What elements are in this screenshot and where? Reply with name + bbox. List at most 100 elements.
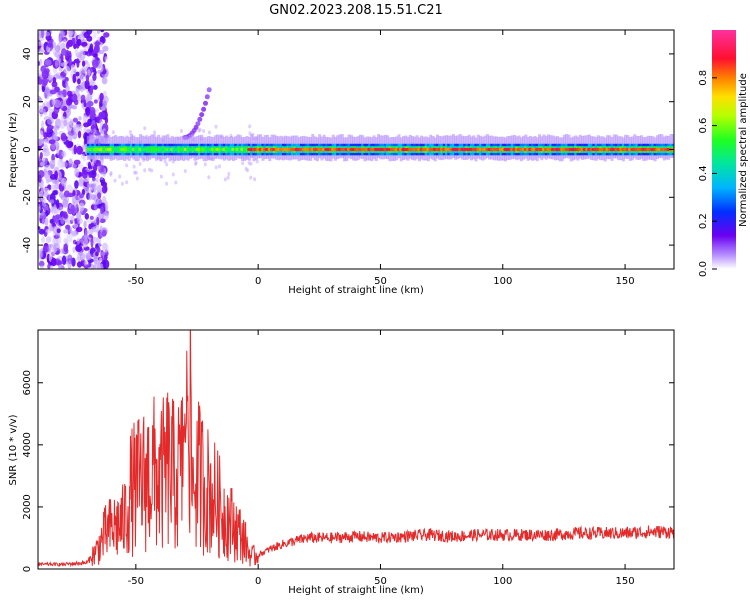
spectrogram-cell — [84, 213, 90, 220]
spectrogram-cell — [98, 111, 106, 120]
spectrogram-cell — [90, 263, 94, 269]
spectrogram-cell — [54, 45, 61, 53]
spectrogram-y-ticks: -40 -20 0 20 40 — [22, 48, 674, 253]
spectrogram-cell — [101, 77, 108, 85]
spectrogram-cell — [74, 180, 79, 189]
spectrogram-cell — [38, 138, 44, 146]
spectrogram-cell — [52, 225, 58, 234]
spectrogram-cell — [72, 190, 76, 196]
spectrogram-cell — [45, 59, 52, 66]
spectrogram-cell — [63, 229, 69, 234]
spectrogram-cell — [75, 85, 81, 92]
spectrogram-cell — [96, 184, 102, 194]
spectrogram-cell — [38, 203, 41, 213]
spectrogram-cell — [180, 129, 183, 133]
spectrogram-cell — [65, 80, 69, 87]
spectrogram-cell — [54, 59, 59, 68]
spectrogram-cell — [202, 129, 205, 133]
spectrogram-cell — [75, 244, 83, 252]
spectrogram-cell — [92, 59, 99, 69]
spectrogram-y-axis-label: Frequency (Hz) — [8, 112, 19, 188]
spectrogram-cell — [56, 260, 62, 266]
spectrogram-cell — [80, 74, 85, 82]
spectrogram-cell — [79, 50, 86, 61]
spectrogram-cell — [87, 69, 91, 77]
spectrogram-cell — [66, 232, 73, 243]
spectrogram-panel: -50 0 50 100 150 -40 -20 0 20 40 Height of strai… — [8, 29, 675, 296]
spectrogram-cell — [55, 232, 61, 237]
spectrogram-cell — [128, 130, 132, 135]
spectrogram-cell — [38, 260, 45, 267]
spectrogram-cell — [83, 122, 90, 128]
spectrogram-cell — [197, 116, 203, 122]
spectrogram-cell — [99, 257, 103, 263]
spectrogram-cell — [199, 112, 205, 118]
spectrogram-cell — [47, 244, 52, 253]
spectrogram-cell — [96, 216, 100, 226]
spectrogram-cell — [248, 124, 252, 129]
spectrogram-cell — [72, 132, 78, 140]
spectrogram-cell — [103, 254, 108, 261]
spectrogram-cell — [120, 181, 124, 186]
spectrogram-cell — [118, 174, 122, 179]
spectrogram-cell — [104, 201, 109, 211]
spectrogram-cell — [100, 171, 104, 176]
spectrogram-cell — [81, 154, 85, 160]
spectrogram-cell — [97, 165, 101, 170]
spectrogram-cell — [72, 73, 77, 84]
spectrogram-cell — [58, 75, 64, 80]
spectrogram-cell — [52, 77, 57, 83]
spectrogram-cell — [89, 215, 94, 220]
spectrogram-cell — [100, 206, 104, 215]
spectrogram-cell — [153, 130, 156, 135]
spectrogram-cell — [92, 53, 98, 58]
spectrogram-cell — [76, 38, 82, 47]
y-tick-label: 20 — [22, 95, 33, 108]
spectrogram-cell — [66, 98, 73, 106]
spectrogram-cell — [48, 223, 53, 232]
spectrogram-cell — [76, 145, 83, 155]
spectrogram-cell — [39, 152, 43, 160]
spectrogram-cell — [111, 130, 115, 135]
spectrogram-cell — [75, 124, 83, 129]
spectrogram-cell — [52, 184, 59, 191]
spectrogram-cell — [93, 164, 98, 172]
spectrogram-cell — [61, 211, 68, 219]
spectrogram-cell — [93, 255, 98, 265]
spectrogram-cell — [92, 225, 100, 233]
spectrogram-cell — [194, 160, 198, 165]
spectrogram-cell — [76, 238, 81, 244]
spectrogram-cell — [109, 171, 113, 175]
x-tick-label: 0 — [255, 576, 261, 587]
spectrogram-cell — [90, 238, 94, 248]
spectrogram-cell — [68, 57, 72, 67]
spectrogram-cell — [90, 80, 96, 87]
spectrogram-cell — [76, 261, 83, 268]
x-tick-label: 100 — [493, 276, 512, 287]
spectrogram-cell — [70, 215, 75, 223]
spectrogram-cell — [78, 116, 82, 121]
spectrogram-cell — [227, 172, 231, 176]
colorbar-ticks: 0.0 0.2 0.4 0.6 0.8 — [698, 70, 717, 277]
spectrogram-cell — [100, 30, 105, 33]
spectrogram-cell — [38, 41, 44, 46]
spectrogram-cell — [94, 130, 98, 134]
spectrogram-cell — [60, 30, 64, 39]
spectrogram-cell — [103, 32, 110, 38]
spectrogram-cell — [38, 249, 43, 259]
spectrogram-cell — [71, 94, 78, 101]
spectrogram-cell — [79, 82, 84, 93]
spectrogram-cell — [47, 263, 51, 269]
spectrogram-cell — [101, 100, 107, 106]
spectrogram-cell — [49, 125, 54, 130]
spectrogram-cell — [247, 161, 251, 166]
spectrogram-cell — [38, 70, 42, 75]
spectrogram-cell — [78, 176, 85, 185]
spectrogram-cell — [163, 159, 167, 164]
spectrogram-cell — [125, 180, 129, 185]
y-tick-label: 4000 — [22, 432, 33, 457]
spectrogram-cell — [54, 214, 62, 219]
x-tick-label: -50 — [128, 276, 144, 287]
spectrogram-cell — [67, 260, 72, 269]
spectrogram-cell — [195, 121, 201, 127]
